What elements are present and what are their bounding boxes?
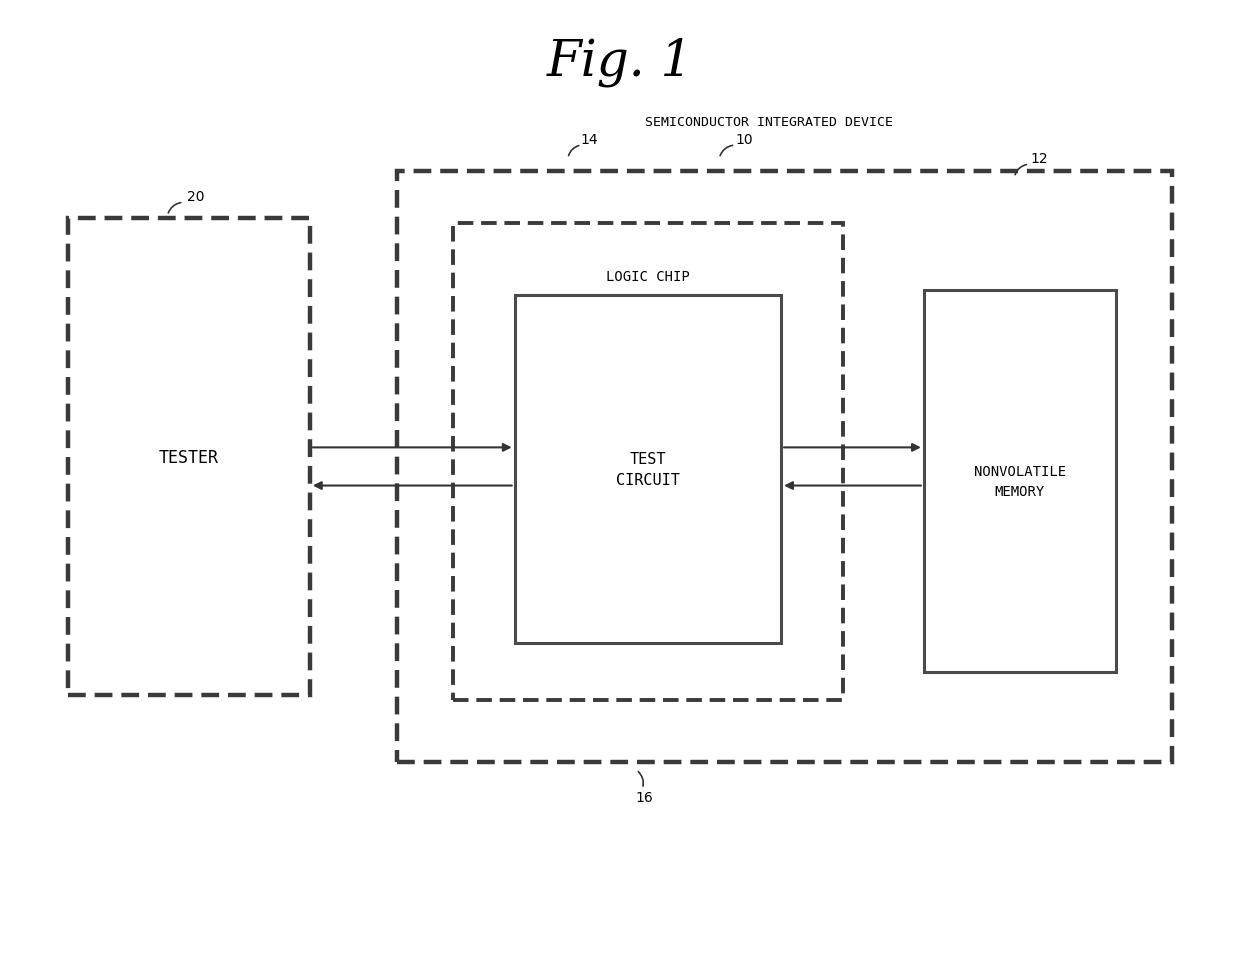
Text: NONVOLATILE
MEMORY: NONVOLATILE MEMORY	[973, 464, 1066, 498]
Text: TEST
CIRCUIT: TEST CIRCUIT	[616, 452, 680, 487]
Bar	[924, 291, 1116, 672]
Text: Fig. 1: Fig. 1	[547, 37, 693, 87]
Text: TESTER: TESTER	[159, 449, 219, 466]
Text: 14: 14	[580, 133, 598, 147]
Text: 20: 20	[187, 191, 205, 204]
Text: 10: 10	[735, 133, 753, 147]
Text: 12: 12	[1030, 152, 1048, 166]
Bar	[397, 172, 1172, 762]
Text: SEMICONDUCTOR INTEGRATED DEVICE: SEMICONDUCTOR INTEGRATED DEVICE	[645, 115, 893, 129]
Bar	[68, 219, 310, 696]
Text: LOGIC CHIP: LOGIC CHIP	[606, 270, 689, 283]
Text: 16: 16	[636, 791, 653, 804]
Bar	[453, 224, 843, 700]
Bar	[515, 295, 781, 643]
